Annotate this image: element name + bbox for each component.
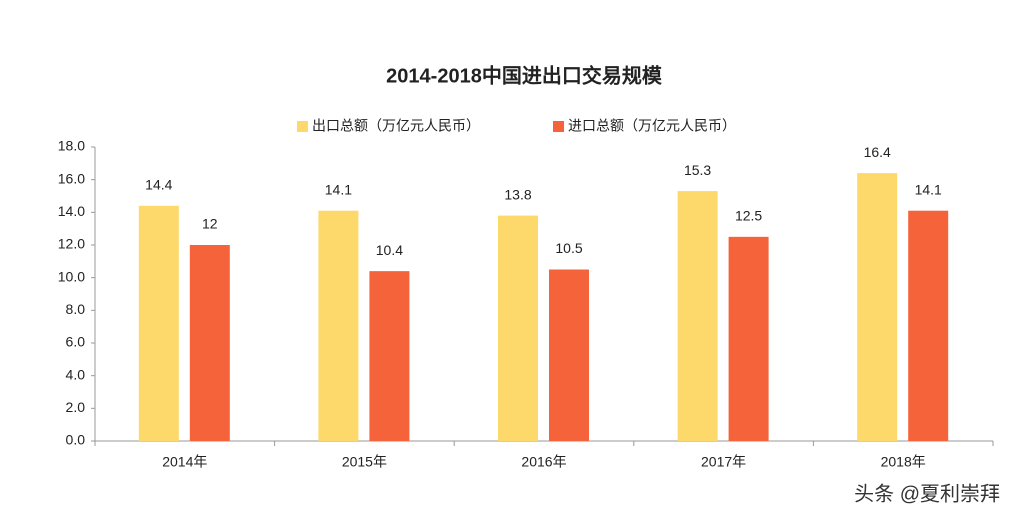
x-tick-label: 2017年 bbox=[701, 454, 746, 470]
value-label: 14.4 bbox=[145, 177, 172, 193]
legend-swatch bbox=[553, 121, 564, 132]
watermark: 头条 @夏利崇拜 bbox=[854, 482, 1000, 505]
value-label: 13.8 bbox=[504, 186, 531, 202]
y-tick-label: 2.0 bbox=[66, 399, 86, 415]
y-tick-label: 12.0 bbox=[58, 236, 85, 252]
y-tick-label: 8.0 bbox=[66, 301, 86, 317]
x-tick-label: 2018年 bbox=[881, 454, 926, 470]
value-label: 14.1 bbox=[915, 181, 942, 197]
bar bbox=[677, 191, 718, 441]
x-tick-label: 2015年 bbox=[342, 454, 387, 470]
bar bbox=[138, 205, 179, 441]
y-tick-label: 14.0 bbox=[58, 203, 85, 219]
y-tick-label: 16.0 bbox=[58, 170, 85, 186]
bar bbox=[318, 210, 359, 441]
value-label: 15.3 bbox=[684, 162, 711, 178]
legend-label: 进口总额（万亿元人民币） bbox=[568, 118, 736, 134]
legend-label: 出口总额（万亿元人民币） bbox=[312, 118, 480, 134]
bar bbox=[549, 269, 589, 441]
bar bbox=[857, 173, 898, 441]
bar bbox=[369, 271, 410, 441]
x-tick-label: 2016年 bbox=[521, 454, 566, 470]
value-label: 10.5 bbox=[555, 240, 582, 256]
y-tick-label: 18.0 bbox=[58, 138, 85, 154]
value-label: 16.4 bbox=[864, 144, 891, 160]
value-label: 12 bbox=[202, 216, 218, 232]
value-label: 10.4 bbox=[376, 242, 403, 258]
value-label: 12.5 bbox=[735, 208, 762, 224]
bar bbox=[498, 215, 538, 441]
chart-title: 2014-2018中国进出口交易规模 bbox=[386, 63, 663, 87]
bar bbox=[728, 236, 769, 441]
y-tick-label: 10.0 bbox=[58, 268, 85, 284]
value-label: 14.1 bbox=[325, 181, 352, 197]
bar bbox=[189, 245, 230, 441]
y-tick-label: 4.0 bbox=[66, 366, 86, 382]
y-tick-label: 0.0 bbox=[66, 432, 86, 448]
bar bbox=[908, 210, 949, 441]
y-tick-label: 6.0 bbox=[66, 334, 86, 350]
x-tick-label: 2014年 bbox=[162, 454, 207, 470]
legend-swatch bbox=[297, 121, 308, 132]
